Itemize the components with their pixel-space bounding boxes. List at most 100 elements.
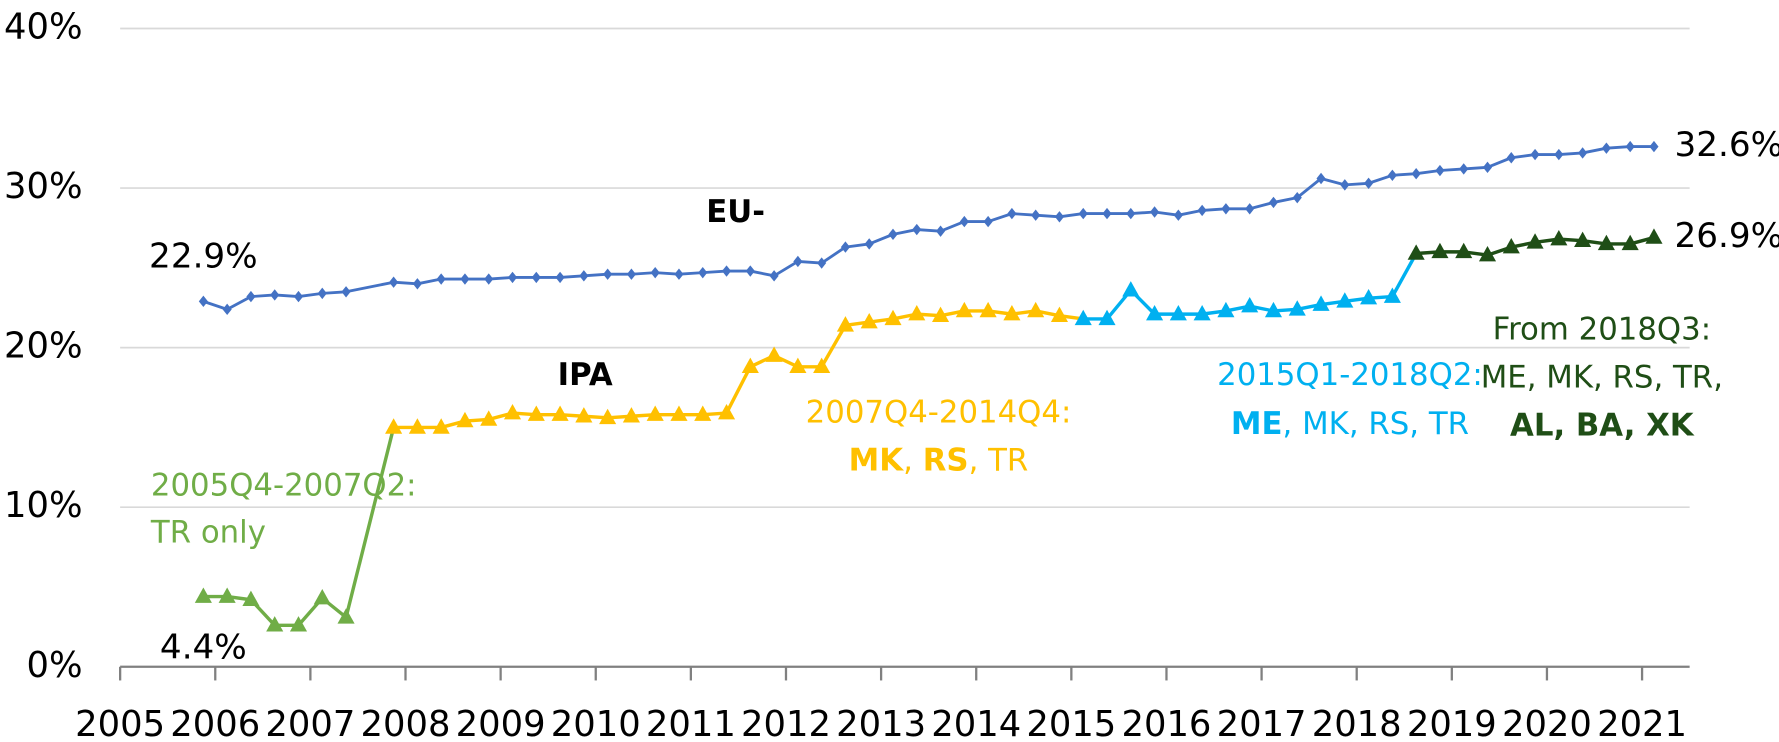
data-point [1554,148,1564,161]
y-tick-label: 10% [4,485,83,526]
data-point [1435,164,1445,177]
x-tick-label: 2007 [265,704,355,742]
annotation-text: 2015Q1-2018Q2: [1217,357,1483,393]
data-point [480,410,498,426]
data-point [1031,209,1041,221]
data-point [194,587,212,603]
data-point [289,616,308,632]
data-point [912,223,922,236]
annotation-text: , [903,442,923,478]
data-point [1078,207,1088,220]
data-label: 4.4% [160,627,247,667]
data-point [575,407,593,423]
annotation-text: 2007Q4-2014Q4: [806,394,1072,430]
x-tick-label: 2014 [931,704,1021,742]
x-tick-label: 2013 [836,704,926,742]
data-point [1197,204,1207,217]
data-point [1459,163,1469,175]
annotation-text: , TR [969,442,1029,478]
data-point [979,301,997,318]
data-point [599,408,617,425]
annotation: 2015Q1-2018Q2: [1217,357,1483,393]
data-label: 26.9% [1674,216,1779,256]
annotation: EU- [706,194,765,230]
data-point [1336,292,1354,308]
data-point [341,286,351,298]
data-point [670,405,688,421]
data-point [1431,242,1449,259]
data-point [432,418,450,434]
data-point [266,616,284,632]
data-point [1126,207,1136,220]
data-point [622,407,640,423]
data-point [1003,305,1021,321]
data-point [484,273,494,285]
x-tick-label: 2017 [1217,704,1307,742]
annotation: IPA [558,357,613,393]
data-point [1383,287,1401,303]
data-point [218,587,236,603]
data-label: 32.6% [1674,125,1779,165]
annotation: From 2018Q3: [1493,311,1711,347]
data-point [1360,289,1378,305]
data-point [337,608,355,624]
data-point [1122,281,1140,297]
x-tick-label: 2020 [1502,704,1592,742]
data-point [650,266,660,279]
x-tick-label: 2010 [551,704,641,742]
data-point [551,405,569,421]
annotation: 2007Q4-2014Q4: [806,394,1072,430]
annotation-text: ME [1231,406,1283,442]
data-point [1268,196,1279,209]
data-point [694,405,712,421]
data-point [1027,301,1045,318]
data-point [436,273,446,285]
annotation-text: From 2018Q3: [1493,311,1711,347]
data-point [1098,309,1116,326]
data-point [908,305,926,321]
annotation-text: , MK, RS, TR [1283,406,1469,442]
annotation-text: RS [923,442,969,478]
data-point [531,271,541,284]
data-point [1387,169,1397,181]
x-tick-label: 2005 [75,704,165,742]
data-point [935,225,946,237]
y-tick-label: 20% [4,326,83,367]
y-tick-label: 0% [26,645,82,686]
annotation-text: ME, MK, RS, TR, [1481,359,1723,395]
data-point [1550,230,1568,246]
data-point [955,301,973,318]
data-point [1150,206,1160,218]
data-point [769,270,779,282]
data-point [789,357,807,374]
data-point [1455,242,1473,259]
x-tick-label: 2008 [361,704,451,742]
annotation: ME, MK, RS, TR, [1481,359,1723,395]
data-point [555,271,565,284]
data-point [242,590,260,607]
data-point [412,278,422,290]
data-point [1169,305,1187,321]
data-point [456,411,474,428]
data-point [1217,301,1235,318]
data-point [860,312,878,329]
y-tick-label: 30% [4,166,83,207]
data-point [793,255,803,268]
data-point [836,316,854,332]
x-tick-label: 2012 [741,704,831,742]
data-point [1074,309,1092,326]
x-tick-label: 2016 [1122,704,1212,742]
data-point [698,266,708,279]
data-point [1649,140,1659,153]
data-point [983,215,993,228]
data-point [460,273,470,285]
data-point [1625,140,1635,153]
data-point [840,241,850,253]
data-point [507,271,518,284]
data-point [864,238,874,250]
data-point [884,309,902,326]
data-point [222,303,232,316]
data-point [932,306,950,322]
